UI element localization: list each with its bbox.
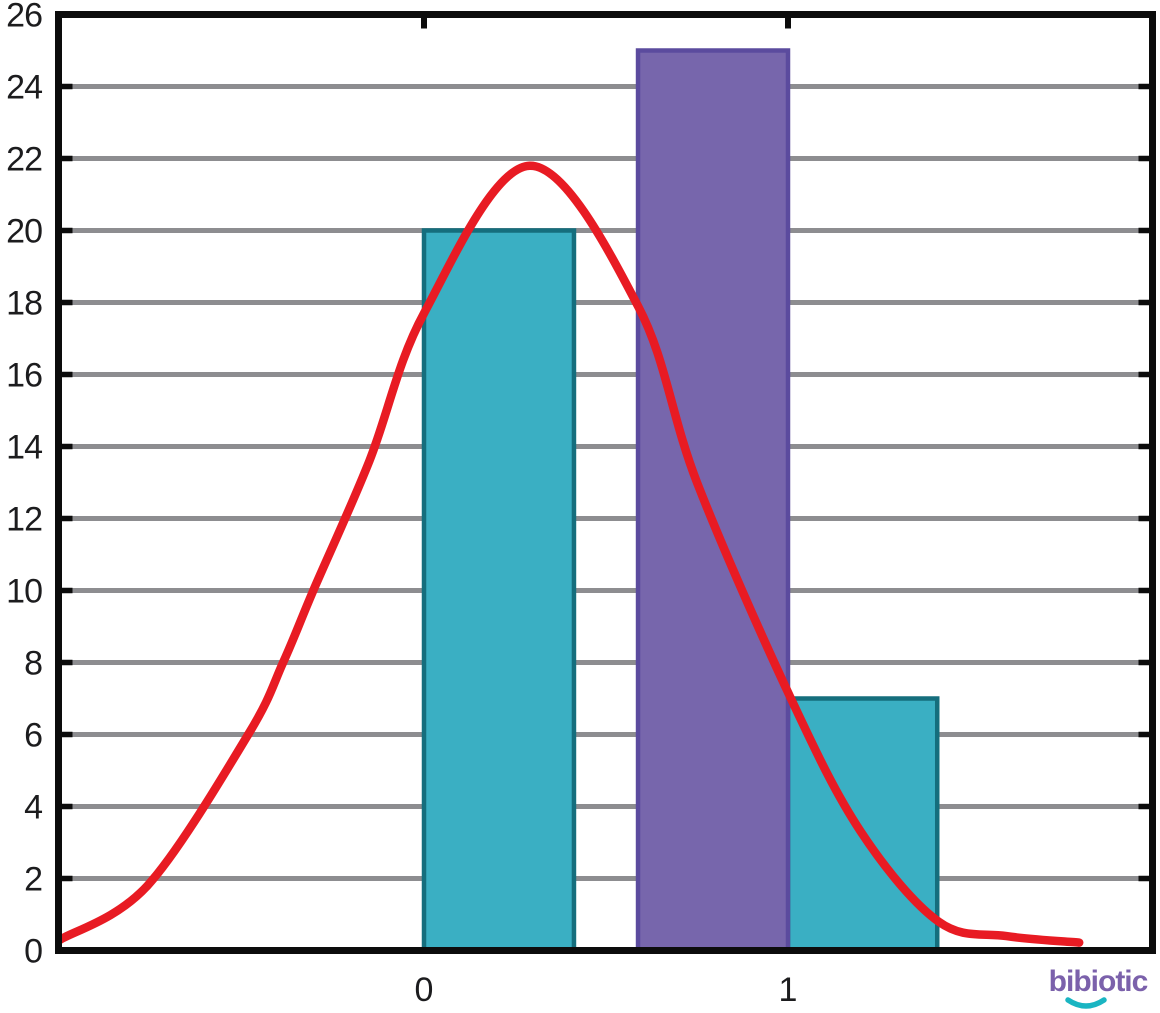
y-axis-tick-label: 12 bbox=[6, 501, 42, 539]
y-axis-tick-label: 8 bbox=[24, 645, 42, 683]
logo-text: bibiotic bbox=[1048, 965, 1149, 998]
y-axis-tick-label: 10 bbox=[6, 573, 42, 611]
histogram-bar-purple bbox=[635, 48, 791, 953]
y-axis-tick-label: 26 bbox=[6, 0, 42, 35]
brand-logo: bibiotic bbox=[1036, 966, 1160, 1012]
y-axis-tick-label: 18 bbox=[6, 285, 42, 323]
y-axis-tick-label: 6 bbox=[24, 717, 42, 755]
x-axis-tick-label: 1 bbox=[779, 971, 798, 1009]
y-axis-tick-label: 16 bbox=[6, 357, 42, 395]
normal-curve bbox=[55, 161, 1084, 947]
y-axis-tick-label: 22 bbox=[6, 141, 42, 179]
histogram-bar-teal bbox=[421, 228, 577, 953]
y-axis-tick-label: 0 bbox=[24, 933, 42, 971]
y-axis-tick-label: 2 bbox=[24, 861, 42, 899]
y-axis-tick-label: 4 bbox=[24, 789, 42, 827]
y-axis-tick-label: 20 bbox=[6, 213, 42, 251]
y-axis-tick-label: 14 bbox=[6, 429, 42, 467]
x-axis-tick-label: 0 bbox=[415, 971, 434, 1009]
plot-border bbox=[55, 11, 1156, 954]
logo-smile-icon bbox=[1065, 997, 1107, 1009]
y-axis-tick-label: 24 bbox=[6, 69, 42, 107]
